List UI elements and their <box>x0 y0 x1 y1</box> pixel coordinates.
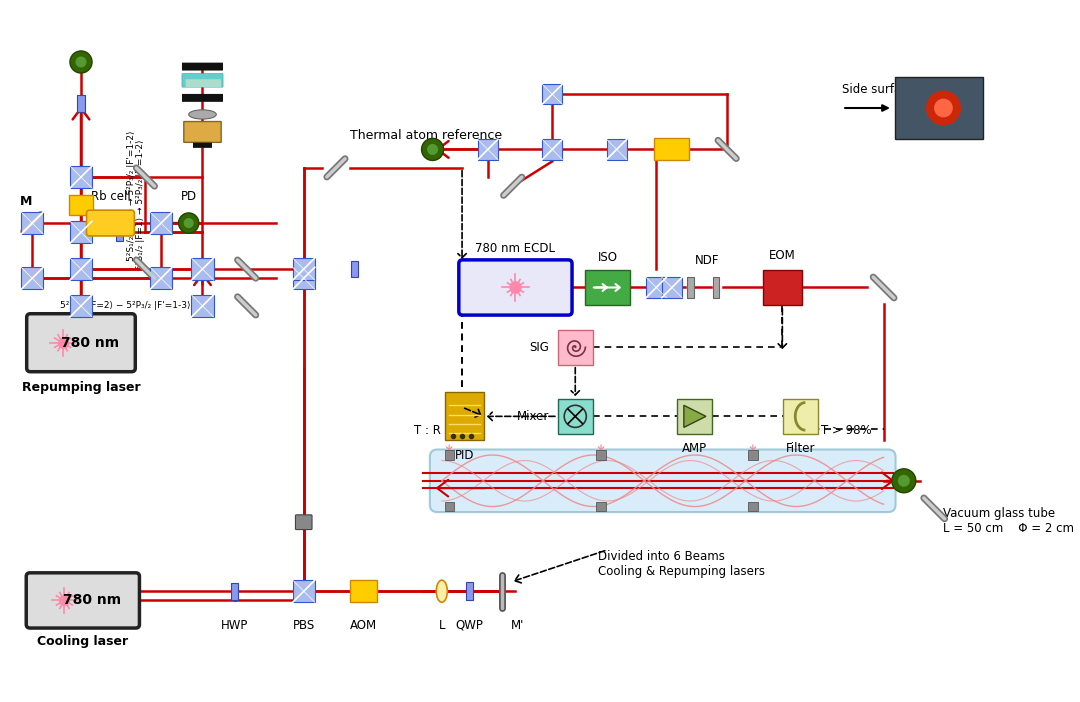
Circle shape <box>76 56 86 67</box>
FancyBboxPatch shape <box>646 277 666 298</box>
FancyBboxPatch shape <box>191 295 214 317</box>
Text: Vacuum glass tube
L = 50 cm    Φ = 2 cm: Vacuum glass tube L = 50 cm Φ = 2 cm <box>944 507 1075 534</box>
Text: Cooling laser: Cooling laser <box>38 635 129 649</box>
FancyBboxPatch shape <box>764 270 801 305</box>
Text: Mixer: Mixer <box>517 410 550 423</box>
Polygon shape <box>684 405 706 428</box>
FancyBboxPatch shape <box>542 139 563 159</box>
Text: 780 nm ECDL: 780 nm ECDL <box>475 242 555 256</box>
Text: HWP: HWP <box>221 619 248 632</box>
Text: PD: PD <box>180 190 197 203</box>
Circle shape <box>427 144 438 155</box>
FancyBboxPatch shape <box>293 258 314 280</box>
FancyBboxPatch shape <box>22 267 43 289</box>
Circle shape <box>934 98 953 117</box>
Ellipse shape <box>436 580 447 602</box>
FancyBboxPatch shape <box>26 573 139 628</box>
FancyBboxPatch shape <box>150 212 172 234</box>
FancyBboxPatch shape <box>193 143 212 148</box>
Circle shape <box>926 91 961 126</box>
Text: EOM: EOM <box>769 249 796 262</box>
FancyBboxPatch shape <box>465 582 473 600</box>
FancyBboxPatch shape <box>895 77 983 139</box>
Text: 5²S₁/₂ |F=1⟩ → 5²P₃/₂ |F'=1-2⟩: 5²S₁/₂ |F=1⟩ → 5²P₃/₂ |F'=1-2⟩ <box>136 140 145 270</box>
FancyBboxPatch shape <box>607 139 626 159</box>
FancyBboxPatch shape <box>677 399 713 434</box>
Text: AOM: AOM <box>350 619 377 632</box>
FancyBboxPatch shape <box>596 502 606 511</box>
Text: Thermal atom reference: Thermal atom reference <box>350 129 502 142</box>
Circle shape <box>421 138 444 161</box>
Text: ISO: ISO <box>597 251 618 263</box>
Text: Rb cell: Rb cell <box>91 190 131 203</box>
Text: 780 nm: 780 nm <box>63 593 121 607</box>
Text: AMP: AMP <box>683 442 707 455</box>
FancyBboxPatch shape <box>748 451 757 460</box>
FancyBboxPatch shape <box>713 277 719 298</box>
FancyBboxPatch shape <box>293 580 314 602</box>
FancyBboxPatch shape <box>69 194 93 215</box>
Circle shape <box>70 51 92 73</box>
Text: Divided into 6 Beams
Cooling & Repumping lasers: Divided into 6 Beams Cooling & Repumping… <box>598 550 766 578</box>
FancyBboxPatch shape <box>430 449 895 512</box>
Text: L: L <box>438 619 445 632</box>
FancyBboxPatch shape <box>22 212 43 234</box>
Text: SIG: SIG <box>529 340 550 354</box>
Text: Repumping laser: Repumping laser <box>22 381 140 395</box>
FancyBboxPatch shape <box>186 79 221 87</box>
Text: PID: PID <box>455 449 474 461</box>
Text: 5²S₁/₂ |F=2⟩ − 5²P₃/₂ |F'=1-3⟩: 5²S₁/₂ |F=2⟩ − 5²P₃/₂ |F'=1-3⟩ <box>59 301 190 310</box>
FancyBboxPatch shape <box>445 451 454 460</box>
Circle shape <box>892 469 916 493</box>
Ellipse shape <box>189 110 216 119</box>
FancyBboxPatch shape <box>181 94 222 102</box>
FancyBboxPatch shape <box>70 258 92 280</box>
Text: M: M <box>19 195 32 208</box>
Text: T > 98%: T > 98% <box>822 423 872 437</box>
FancyBboxPatch shape <box>181 74 222 87</box>
FancyBboxPatch shape <box>116 224 123 241</box>
FancyBboxPatch shape <box>181 62 222 70</box>
Text: M': M' <box>511 619 524 632</box>
FancyBboxPatch shape <box>27 314 135 372</box>
FancyBboxPatch shape <box>150 267 172 289</box>
Circle shape <box>178 213 199 233</box>
FancyBboxPatch shape <box>687 277 693 298</box>
FancyBboxPatch shape <box>596 451 606 460</box>
Text: 5²S₁/₂ |F=1⟩ → 5²P₃/₂ |F'=1-2⟩: 5²S₁/₂ |F=1⟩ → 5²P₃/₂ |F'=1-2⟩ <box>127 130 136 260</box>
FancyBboxPatch shape <box>557 399 593 434</box>
FancyBboxPatch shape <box>86 210 134 236</box>
FancyBboxPatch shape <box>293 267 314 289</box>
Text: QWP: QWP <box>456 619 484 632</box>
FancyBboxPatch shape <box>557 330 593 365</box>
FancyBboxPatch shape <box>296 515 312 529</box>
FancyBboxPatch shape <box>191 258 214 280</box>
Circle shape <box>184 218 193 228</box>
FancyBboxPatch shape <box>445 392 484 440</box>
FancyBboxPatch shape <box>70 295 92 317</box>
FancyBboxPatch shape <box>445 502 454 511</box>
FancyBboxPatch shape <box>654 138 689 161</box>
FancyBboxPatch shape <box>184 121 221 143</box>
FancyBboxPatch shape <box>351 261 359 277</box>
FancyBboxPatch shape <box>783 399 819 434</box>
FancyBboxPatch shape <box>231 583 239 600</box>
FancyBboxPatch shape <box>350 580 377 602</box>
Text: Filter: Filter <box>786 442 815 455</box>
FancyBboxPatch shape <box>542 84 563 105</box>
Text: NDF: NDF <box>694 254 719 267</box>
FancyBboxPatch shape <box>477 139 498 159</box>
FancyBboxPatch shape <box>748 502 757 511</box>
FancyBboxPatch shape <box>459 260 572 315</box>
Text: T : R = 5 : 5: T : R = 5 : 5 <box>414 423 485 437</box>
FancyBboxPatch shape <box>585 270 630 305</box>
Text: Side surface: Side surface <box>842 83 915 96</box>
Text: PBS: PBS <box>293 619 315 632</box>
FancyBboxPatch shape <box>70 166 92 188</box>
FancyBboxPatch shape <box>78 95 84 112</box>
Circle shape <box>897 475 909 486</box>
Text: 780 nm: 780 nm <box>62 336 119 350</box>
FancyBboxPatch shape <box>70 221 92 244</box>
FancyBboxPatch shape <box>662 277 683 298</box>
